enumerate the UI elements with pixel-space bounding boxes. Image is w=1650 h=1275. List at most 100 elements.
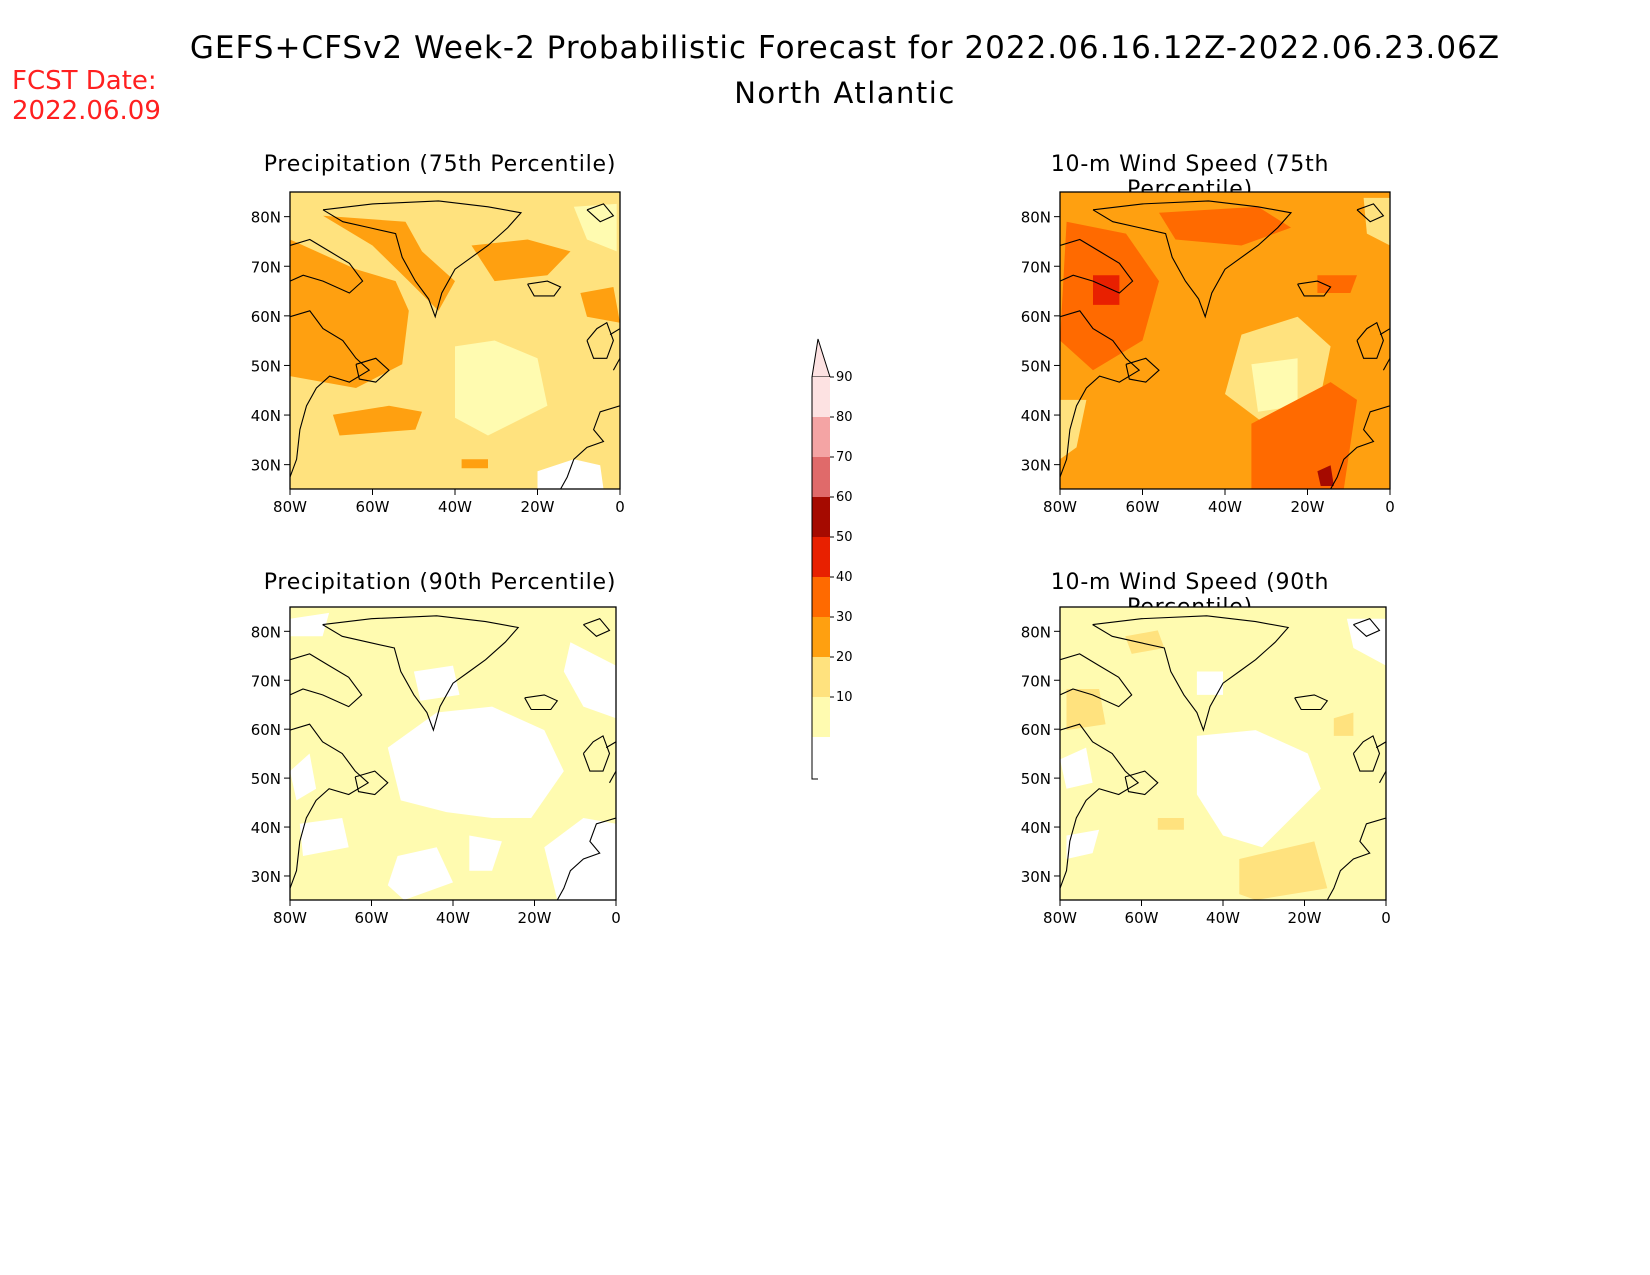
lat-tick-label: 70N bbox=[1021, 258, 1051, 276]
lat-tick-label: 40N bbox=[1021, 819, 1051, 837]
forecast-date-block: FCST Date: 2022.06.09 bbox=[12, 66, 161, 126]
lon-tick-label: 60W bbox=[1126, 498, 1160, 516]
colorbar-segment bbox=[812, 377, 830, 417]
coastline bbox=[1060, 653, 1133, 708]
lon-tick-label: 0 bbox=[615, 498, 625, 516]
coastline bbox=[1326, 817, 1386, 900]
probability-region bbox=[290, 612, 330, 637]
coastline bbox=[1092, 200, 1293, 319]
probability-region bbox=[290, 753, 317, 801]
lon-tick-label: 20W bbox=[1291, 498, 1325, 516]
chart-title: GEFS+CFSv2 Week-2 Probabilistic Forecast… bbox=[189, 30, 1501, 66]
colorbar-segment bbox=[812, 617, 830, 657]
lat-tick-label: 60N bbox=[251, 308, 281, 326]
lon-tick-label: 80W bbox=[273, 498, 307, 516]
lat-tick-label: 30N bbox=[1021, 868, 1051, 886]
coastline bbox=[524, 694, 559, 711]
probability-region bbox=[469, 835, 502, 871]
probability-region bbox=[1159, 206, 1291, 246]
probability-region bbox=[455, 340, 548, 436]
lat-tick-label: 50N bbox=[1021, 770, 1051, 788]
colorbar-segment bbox=[812, 537, 830, 577]
probability-region bbox=[461, 459, 488, 469]
coastline bbox=[1356, 321, 1384, 359]
lon-tick-label: 60W bbox=[1125, 909, 1159, 927]
colorbar-segment bbox=[812, 657, 830, 697]
coastline bbox=[1297, 280, 1332, 297]
colorbar-label: 20 bbox=[836, 650, 853, 665]
lon-tick-label: 80W bbox=[273, 909, 307, 927]
coastline bbox=[322, 200, 523, 319]
colorbar-label: 50 bbox=[836, 530, 853, 545]
colorbar-label: 70 bbox=[836, 450, 853, 465]
map-fill-wind75 bbox=[1060, 192, 1390, 489]
lat-tick-label: 30N bbox=[1021, 457, 1051, 475]
coastline bbox=[1124, 770, 1159, 796]
map-panel-precip90: 80W 60W 40W 20W 0 80N 70N 60N 50N 40N 30N bbox=[251, 606, 621, 927]
lon-tick-label: 80W bbox=[1043, 498, 1077, 516]
map-fill-precip90 bbox=[290, 607, 616, 900]
probability-region bbox=[290, 239, 409, 388]
coastline bbox=[1356, 203, 1385, 223]
coastline bbox=[582, 735, 611, 772]
probability-region bbox=[387, 706, 564, 818]
probability-region bbox=[387, 847, 453, 900]
probability-region bbox=[563, 642, 616, 719]
lat-tick-label: 40N bbox=[1021, 407, 1051, 425]
coastline bbox=[290, 310, 371, 478]
coastline bbox=[605, 741, 616, 784]
probability-region bbox=[544, 818, 616, 900]
lat-tick-label: 50N bbox=[251, 357, 281, 375]
colorbar-label: 80 bbox=[836, 410, 853, 425]
probability-region bbox=[580, 287, 620, 323]
probability-region bbox=[573, 203, 617, 252]
probability-region bbox=[1251, 382, 1357, 489]
colorbar-segment bbox=[812, 417, 830, 457]
coastline bbox=[290, 653, 363, 708]
colorbar-segment bbox=[812, 697, 830, 737]
coastline bbox=[609, 327, 620, 371]
lat-tick-label: 30N bbox=[251, 457, 281, 475]
forecast-date-value: 2022.06.09 bbox=[12, 96, 161, 126]
coastline bbox=[586, 203, 615, 223]
coastline bbox=[1330, 405, 1390, 489]
map-fill-precip75 bbox=[290, 192, 620, 489]
coastline bbox=[586, 321, 614, 359]
coastline bbox=[355, 357, 390, 383]
coastline bbox=[1125, 357, 1160, 383]
lat-tick-label: 70N bbox=[1021, 672, 1051, 690]
lat-tick-label: 40N bbox=[251, 819, 281, 837]
lon-tick-label: 40W bbox=[1208, 498, 1242, 516]
coastline bbox=[1375, 741, 1386, 784]
coastline bbox=[1060, 723, 1140, 889]
coastline bbox=[290, 723, 370, 889]
probability-region bbox=[1066, 689, 1106, 731]
probability-region bbox=[1157, 818, 1184, 830]
probability-region bbox=[1060, 399, 1087, 460]
lat-tick-label: 50N bbox=[1021, 357, 1051, 375]
coastline bbox=[322, 615, 520, 732]
lat-tick-label: 60N bbox=[1021, 721, 1051, 739]
probability-region bbox=[1093, 275, 1120, 305]
coastline bbox=[1294, 694, 1329, 711]
colorbar: 90 80 70 60 50 40 30 20 10 bbox=[811, 338, 853, 780]
probability-region bbox=[1196, 730, 1321, 848]
lon-tick-label: 20W bbox=[521, 498, 555, 516]
panel-title-precip75: Precipitation (75th Percentile) bbox=[263, 152, 617, 177]
lat-tick-label: 40N bbox=[251, 407, 281, 425]
lon-tick-label: 40W bbox=[438, 498, 472, 516]
lat-tick-label: 70N bbox=[251, 672, 281, 690]
probability-region bbox=[1066, 829, 1100, 859]
map-panel-wind90: 80W 60W 40W 20W 0 80N 70N 60N 50N 40N 30N bbox=[1021, 606, 1391, 927]
colorbar-label: 10 bbox=[836, 690, 853, 705]
lon-tick-label: 20W bbox=[1288, 909, 1322, 927]
probability-region bbox=[323, 215, 455, 311]
coastline bbox=[527, 280, 562, 297]
probability-region bbox=[1251, 358, 1298, 412]
probability-region bbox=[1239, 841, 1328, 900]
coastline bbox=[583, 618, 611, 637]
coastline bbox=[354, 770, 389, 796]
lon-tick-label: 0 bbox=[611, 909, 621, 927]
coastline bbox=[1060, 238, 1134, 294]
probability-region bbox=[1060, 747, 1093, 789]
